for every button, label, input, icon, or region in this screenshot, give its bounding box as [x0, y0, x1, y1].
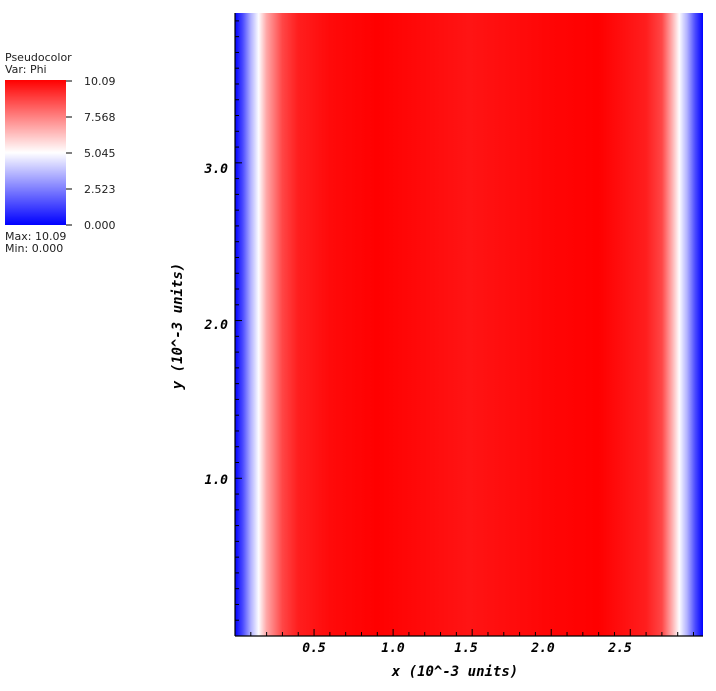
legend-tick-label: 10.09 [84, 75, 116, 88]
x-tick-label: 2.0 [530, 641, 555, 656]
x-tick-label: 2.5 [607, 641, 632, 656]
color-legend: Pseudocolor Var: Phi 10.09 7.568 5.045 2… [5, 51, 116, 255]
legend-tick-label: 0.000 [84, 219, 116, 232]
x-axis-label: x (10^-3 units) [391, 664, 518, 680]
legend-colorbar [5, 80, 66, 225]
legend-tick-label: 2.523 [84, 183, 116, 196]
legend-plot-type: Pseudocolor [5, 51, 72, 64]
legend-max: Max: 10.09 [5, 230, 66, 243]
pseudocolor-field [235, 13, 703, 636]
legend-tick-label: 7.568 [84, 111, 116, 124]
y-tick-label: 2.0 [204, 318, 229, 333]
x-tick-label: 1.0 [381, 641, 405, 656]
x-tick-label: 0.5 [302, 641, 326, 656]
plot-area [234, 13, 703, 637]
y-minor-ticks [235, 20, 242, 621]
y-tick-label: 1.0 [205, 473, 229, 488]
x-minor-ticks [250, 629, 695, 636]
y-tick-label: 3.0 [204, 162, 229, 177]
y-axis-label: y (10^-3 units) [170, 263, 186, 390]
x-ticks: 0.5 1.0 1.5 2.0 2.5 [302, 641, 632, 656]
x-tick-label: 1.5 [454, 641, 478, 656]
y-ticks: 1.0 2.0 3.0 [204, 162, 229, 488]
legend-min: Min: 0.000 [5, 242, 63, 255]
legend-ticks: 10.09 7.568 5.045 2.523 0.000 [66, 75, 116, 232]
legend-tick-label: 5.045 [84, 147, 116, 160]
legend-variable: Var: Phi [5, 63, 47, 76]
